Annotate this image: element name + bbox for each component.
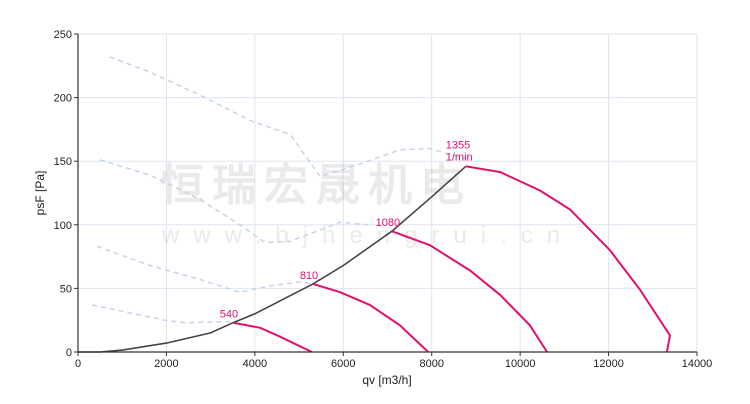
y-tick-label: 100 bbox=[54, 220, 72, 232]
x-tick-label: 14000 bbox=[682, 358, 713, 370]
y-tick-label: 50 bbox=[60, 283, 72, 295]
y-tick-label: 200 bbox=[54, 93, 72, 105]
dashed-curve bbox=[96, 245, 314, 293]
dashed-curve bbox=[99, 159, 370, 244]
watermark: 恒瑞宏晟机电 www.bjhengrui.cn bbox=[160, 161, 574, 249]
x-tick-label: 4000 bbox=[243, 358, 267, 370]
watermark-text: 恒瑞宏晟机电 bbox=[160, 161, 472, 210]
speed-curve-810 bbox=[312, 282, 429, 353]
dashed-curve bbox=[109, 56, 467, 178]
x-tick-label: 6000 bbox=[331, 358, 355, 370]
y-tick-label: 0 bbox=[66, 347, 72, 359]
speed-label: 810 bbox=[300, 270, 318, 282]
axes: 0 2000 4000 6000 8000 10000 12000 14000 0 50 100 15… bbox=[54, 29, 713, 370]
x-tick-label: 12000 bbox=[593, 358, 624, 370]
x-tick-label: 10000 bbox=[505, 358, 536, 370]
dashed-curve bbox=[91, 304, 231, 324]
x-tick-label: 0 bbox=[75, 358, 81, 370]
y-axis-label: psF [Pa] bbox=[33, 171, 47, 216]
x-tick-label: 2000 bbox=[154, 358, 178, 370]
y-tick-label: 250 bbox=[54, 29, 72, 41]
x-axis-label: qv [m3/h] bbox=[362, 373, 411, 387]
speed-unit-label: 1/min bbox=[446, 151, 473, 163]
speed-curve-1355 bbox=[465, 165, 672, 353]
watermark-url: www.bjhengrui.cn bbox=[161, 222, 574, 249]
speed-label: 1080 bbox=[376, 217, 400, 229]
system-curve bbox=[78, 165, 467, 353]
y-tick-label: 150 bbox=[54, 156, 72, 168]
grid bbox=[77, 33, 698, 353]
speed-label: 1355 bbox=[446, 139, 470, 151]
dashed-curves bbox=[91, 56, 467, 324]
x-tick-label: 8000 bbox=[419, 358, 443, 370]
speed-curve-540 bbox=[232, 321, 313, 353]
speed-label: 540 bbox=[220, 309, 238, 321]
speed-curve-1080 bbox=[391, 230, 548, 353]
